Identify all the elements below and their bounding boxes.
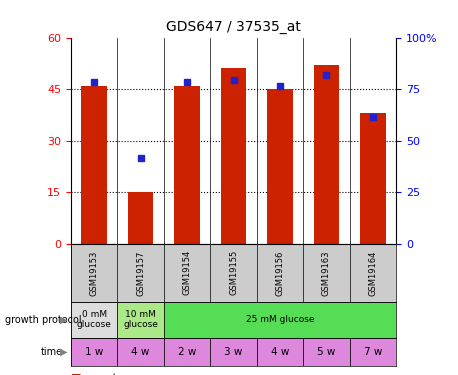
Text: GSM19153: GSM19153 [90,250,99,296]
Bar [82,86,107,244]
Text: GSM19157: GSM19157 [136,250,145,296]
FancyBboxPatch shape [303,338,350,366]
FancyBboxPatch shape [257,338,303,366]
Text: 7 w: 7 w [364,346,382,357]
Text: ▶: ▶ [60,346,68,357]
Text: 5 w: 5 w [317,346,336,357]
Text: 0 mM
glucose: 0 mM glucose [77,310,112,329]
Text: ■: ■ [71,373,82,375]
Bar [174,86,200,244]
Text: GSM19156: GSM19156 [276,250,284,296]
Title: GDS647 / 37535_at: GDS647 / 37535_at [166,20,301,34]
FancyBboxPatch shape [210,338,257,366]
FancyBboxPatch shape [350,338,396,366]
Text: ▶: ▶ [60,315,68,325]
Text: count: count [89,373,117,375]
FancyBboxPatch shape [117,338,164,366]
FancyBboxPatch shape [117,302,164,338]
Text: 2 w: 2 w [178,346,196,357]
Bar [221,69,246,244]
Bar [360,113,386,244]
Bar [128,192,153,244]
Text: GSM19164: GSM19164 [368,250,377,296]
Text: time: time [41,346,63,357]
Text: GSM19154: GSM19154 [183,250,191,296]
Text: GSM19163: GSM19163 [322,250,331,296]
Bar [267,89,293,244]
FancyBboxPatch shape [164,338,210,366]
Text: 10 mM
glucose: 10 mM glucose [123,310,158,329]
Text: 4 w: 4 w [131,346,150,357]
Text: 25 mM glucose: 25 mM glucose [246,315,314,324]
Text: 1 w: 1 w [85,346,104,357]
FancyBboxPatch shape [164,302,396,338]
Bar [314,65,339,244]
Text: GSM19155: GSM19155 [229,250,238,296]
Text: growth protocol: growth protocol [5,315,81,325]
FancyBboxPatch shape [71,302,117,338]
Text: 4 w: 4 w [271,346,289,357]
FancyBboxPatch shape [71,338,117,366]
Text: 3 w: 3 w [224,346,243,357]
